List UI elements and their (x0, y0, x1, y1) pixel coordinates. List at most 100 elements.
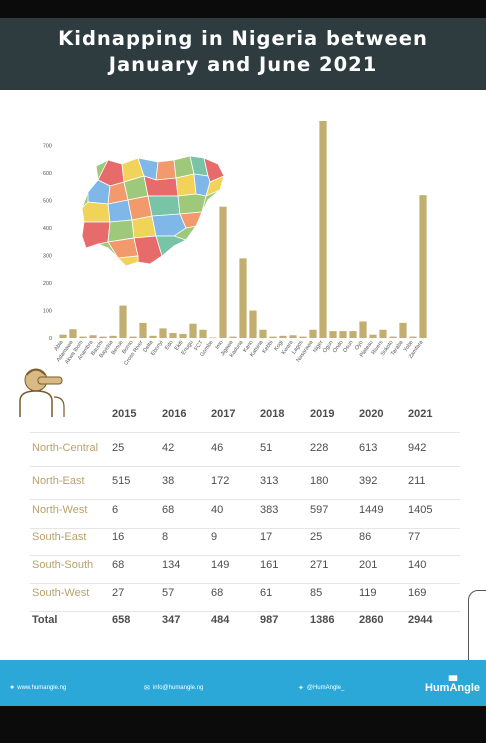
x-tick-label: Kebbi (262, 340, 275, 355)
bar-zamfara (419, 195, 427, 338)
total-cell: 658 (112, 614, 131, 626)
table-cell: 149 (211, 559, 230, 571)
table-cell: 17 (260, 531, 273, 543)
bar-katsina (259, 329, 267, 338)
bar-taraba (399, 322, 407, 338)
table-cell: 51 (260, 442, 273, 454)
kidnapping-icon (19, 368, 65, 417)
bar-kaduna (239, 258, 247, 338)
header: Kidnapping in Nigeria between January an… (0, 18, 486, 90)
brand-logo: ▮▮▮ HumAngle (425, 674, 480, 694)
year-header: 2015 (112, 408, 137, 420)
table-cell: 68 (162, 504, 175, 516)
bar-niger (319, 121, 327, 338)
table-cell: 86 (359, 531, 372, 543)
region-label: South-West (32, 587, 90, 599)
bar-bayelsa (109, 335, 117, 338)
table-cell: 8 (162, 531, 169, 543)
year-header: 2021 (408, 408, 433, 420)
table-cell: 515 (112, 475, 131, 487)
table-row: South-West 27 57 68 61 85 119 169 (30, 587, 460, 612)
table-cell: 68 (112, 559, 125, 571)
table-cell: 134 (162, 559, 181, 571)
bar-edo (169, 333, 177, 338)
bar-abia (59, 334, 67, 338)
table-cell: 16 (112, 531, 125, 543)
table-cell: 1449 (359, 504, 384, 516)
x-tick-label: Abia (53, 339, 65, 352)
table-cell: 119 (359, 587, 377, 599)
region-label: South-South (32, 559, 94, 571)
table-row: North-East 515 38 172 313 180 392 211 (30, 475, 460, 500)
x-tick-label: Edo (164, 340, 175, 351)
total-cell: 2860 (359, 614, 384, 626)
bar-fct (199, 329, 207, 338)
page-title: Kidnapping in Nigeria between January an… (0, 26, 486, 78)
top-black-bar (0, 0, 486, 18)
bar-delta (149, 335, 157, 338)
table-cell: 211 (408, 475, 426, 487)
bar-ondo (339, 331, 347, 338)
x-tick-label: Ekiti (174, 340, 185, 352)
total-cell: 2944 (408, 614, 433, 626)
table-cell: 271 (310, 559, 329, 571)
bar-borno (129, 336, 137, 338)
bar-nasarawa (309, 329, 317, 338)
table-cell: 77 (408, 531, 421, 543)
x-tick-label: FCT (194, 339, 205, 352)
table-cell: 180 (310, 475, 329, 487)
bar-plateau (369, 334, 377, 338)
year-header: 2020 (359, 408, 384, 420)
title-line-2: January and June 2021 (108, 53, 378, 76)
bar-anambra (89, 335, 97, 338)
y-axis: 0 100 200 300 400 500 600 700 (43, 144, 52, 342)
table-cell: 68 (211, 587, 224, 599)
bar-kwara (289, 335, 297, 338)
email-text: info@humangle.ng (152, 685, 204, 691)
total-cell: 484 (211, 614, 230, 626)
nigeria-map-illustration (81, 155, 225, 267)
table-row: South-East 16 8 9 17 25 86 77 (30, 531, 460, 556)
x-tick-label: Imo (214, 340, 224, 351)
footer-email[interactable]: ✉ info@humangle.ng (144, 684, 203, 692)
table-cell: 40 (211, 504, 224, 516)
table-cell: 161 (260, 559, 279, 571)
bar-cross-river (139, 322, 147, 338)
table-cell: 57 (162, 587, 175, 599)
year-header: 2019 (310, 408, 335, 420)
bar-kogi (279, 335, 287, 338)
bar-kano (249, 310, 257, 338)
bar-lagos (299, 336, 307, 338)
bar-ogun (329, 331, 337, 338)
table-cell: 201 (359, 559, 378, 571)
footer-website[interactable]: ● www.humangle.ng (10, 684, 66, 691)
table-header-row: 2015 2016 2017 2018 2019 2020 2021 (30, 408, 460, 433)
total-cell: 1386 (310, 614, 335, 626)
footer-twitter[interactable]: ✦ @HumAngle_ (298, 684, 344, 692)
y-tick-label: 300 (43, 254, 52, 260)
content-area (0, 90, 486, 660)
table-cell: 27 (112, 587, 125, 599)
bars (59, 121, 427, 338)
footer: ● www.humangle.ng ✉ info@humangle.ng ✦ @… (0, 660, 486, 706)
table-total-row: Total 658 347 484 987 1386 2860 2944 (30, 614, 460, 634)
table-cell: 6 (112, 504, 119, 516)
title-line-1: Kidnapping in Nigeria between (58, 27, 428, 50)
y-tick-label: 0 (49, 336, 52, 342)
year-header: 2016 (162, 408, 187, 420)
website-text: www.humangle.ng (17, 684, 67, 691)
table-cell: 61 (260, 587, 273, 599)
bar-benue (119, 305, 127, 338)
x-tick-label: Yobe (403, 340, 415, 354)
brand-text: HumAngle (425, 682, 480, 694)
region-label: North-West (32, 504, 88, 516)
table-cell: 42 (162, 442, 175, 454)
table-cell: 613 (359, 442, 378, 454)
table-cell: 228 (310, 442, 329, 454)
y-tick-label: 400 (43, 226, 52, 232)
bar-rivers (379, 329, 387, 338)
table-cell: 1405 (408, 504, 433, 516)
mail-icon: ✉ (144, 685, 150, 692)
y-tick-label: 600 (43, 171, 52, 177)
